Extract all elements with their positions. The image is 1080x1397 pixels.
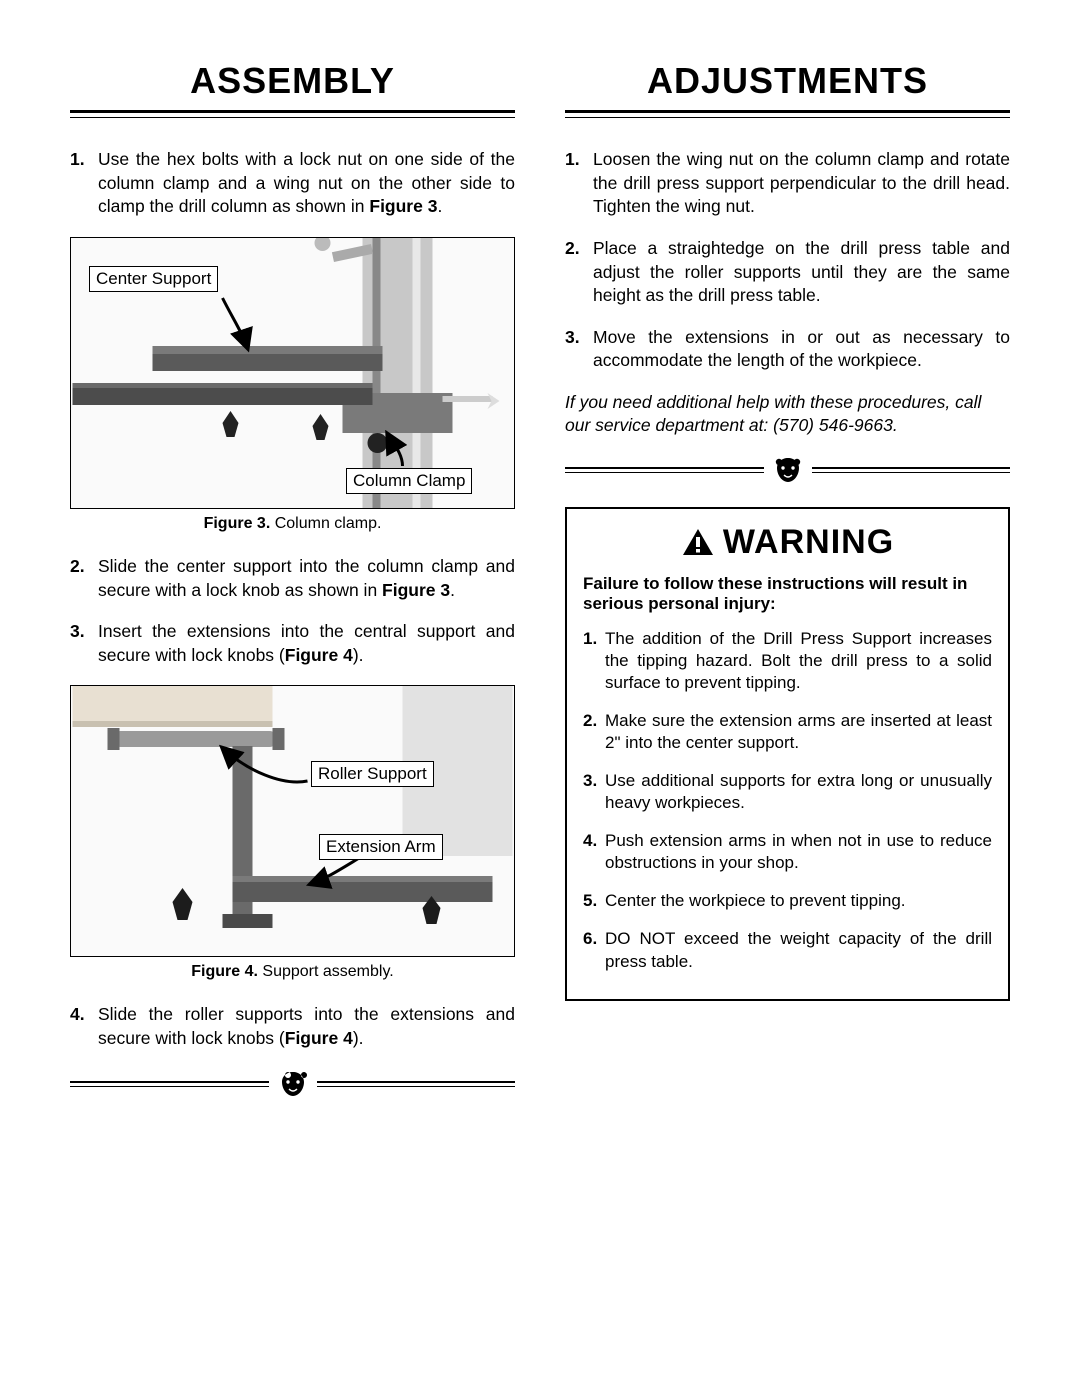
warning-item: 4.Push extension arms in when not in use…: [583, 830, 992, 874]
adjustments-steps: 1. Loosen the wing nut on the column cla…: [565, 148, 1010, 373]
step-number: 1.: [583, 628, 605, 694]
step-number: 4.: [583, 830, 605, 874]
figure-4-caption: Figure 4. Support assembly.: [70, 963, 515, 981]
adjustments-heading: ADJUSTMENTS: [565, 60, 1010, 102]
assembly-heading: ASSEMBLY: [70, 60, 515, 102]
warning-list: 1.The addition of the Drill Press Suppor…: [583, 628, 992, 973]
step-number: 3.: [583, 770, 605, 814]
step-number: 1.: [565, 148, 593, 219]
figcap-rest: Column clamp.: [270, 515, 381, 532]
step-number: 2.: [583, 710, 605, 754]
step-text: The addition of the Drill Press Support …: [605, 628, 992, 694]
help-note: If you need additional help with these p…: [565, 391, 1010, 437]
warning-box: WARNING Failure to follow these instruct…: [565, 507, 1010, 1001]
warning-lead: Failure to follow these instructions wil…: [583, 574, 992, 614]
step-number: 2.: [565, 237, 593, 308]
assembly-steps-3: 4. Slide the roller supports into the ex…: [70, 1003, 515, 1050]
figcap-bold: Figure 4.: [191, 963, 258, 980]
step-text: Use additional supports for extra long o…: [605, 770, 992, 814]
figcap-bold: Figure 3.: [204, 515, 271, 532]
step-text: Use the hex bolts with a lock nut on one…: [98, 148, 515, 219]
label-center-support: Center Support: [89, 266, 218, 292]
rule: [70, 110, 515, 118]
figure-4-svg: [71, 686, 514, 956]
step-text: Make sure the extension arms are inserte…: [605, 710, 992, 754]
step-number: 6.: [583, 928, 605, 972]
step-number: 5.: [583, 890, 605, 912]
step-item: 2. Place a straightedge on the drill pre…: [565, 237, 1010, 308]
warning-title: WARNING: [723, 523, 894, 562]
warning-item: 5.Center the workpiece to prevent tippin…: [583, 890, 992, 912]
warning-item: 2.Make sure the extension arms are inser…: [583, 710, 992, 754]
figure-4: Roller Support Extension Arm: [70, 685, 515, 957]
step-item: 2. Slide the center support into the col…: [70, 555, 515, 602]
bear-icon: [275, 1069, 311, 1099]
step-text: Slide the roller supports into the exten…: [98, 1003, 515, 1050]
step-number: 3.: [70, 620, 98, 667]
step-text: DO NOT exceed the weight capacity of the…: [605, 928, 992, 972]
rule: [565, 110, 1010, 118]
section-divider: [565, 455, 1010, 485]
figure-3-caption: Figure 3. Column clamp.: [70, 515, 515, 533]
step-text: Insert the extensions into the central s…: [98, 620, 515, 667]
warning-triangle-icon: [681, 527, 715, 557]
divider-line: [70, 1081, 269, 1087]
divider-line: [317, 1081, 516, 1087]
adjustments-column: ADJUSTMENTS 1. Loosen the wing nut on th…: [565, 60, 1010, 1121]
step-item: 3. Insert the extensions into the centra…: [70, 620, 515, 667]
step-item: 4. Slide the roller supports into the ex…: [70, 1003, 515, 1050]
step-number: 4.: [70, 1003, 98, 1050]
warning-item: 6.DO NOT exceed the weight capacity of t…: [583, 928, 992, 972]
step-text: Move the extensions in or out as necessa…: [593, 326, 1010, 373]
step-text: Place a straightedge on the drill press …: [593, 237, 1010, 308]
figcap-rest: Support assembly.: [258, 963, 394, 980]
assembly-steps-1: 1. Use the hex bolts with a lock nut on …: [70, 148, 515, 219]
step-number: 2.: [70, 555, 98, 602]
label-extension-arm: Extension Arm: [319, 834, 443, 860]
step-text: Push extension arms in when not in use t…: [605, 830, 992, 874]
warning-item: 1.The addition of the Drill Press Suppor…: [583, 628, 992, 694]
divider-line: [565, 467, 764, 473]
step-number: 3.: [565, 326, 593, 373]
warning-header: WARNING: [583, 523, 992, 562]
step-item: 3. Move the extensions in or out as nece…: [565, 326, 1010, 373]
figure-3: Center Support Column Clamp: [70, 237, 515, 509]
divider-line: [812, 467, 1011, 473]
step-text: Center the workpiece to prevent tipping.: [605, 890, 992, 912]
step-text: Slide the center support into the column…: [98, 555, 515, 602]
bear-icon: [770, 455, 806, 485]
section-divider: [70, 1069, 515, 1099]
step-text: Loosen the wing nut on the column clamp …: [593, 148, 1010, 219]
assembly-column: ASSEMBLY 1. Use the hex bolts with a loc…: [70, 60, 515, 1121]
assembly-steps-2: 2. Slide the center support into the col…: [70, 555, 515, 668]
warning-item: 3.Use additional supports for extra long…: [583, 770, 992, 814]
step-number: 1.: [70, 148, 98, 219]
label-roller-support: Roller Support: [311, 761, 434, 787]
step-item: 1. Use the hex bolts with a lock nut on …: [70, 148, 515, 219]
step-item: 1. Loosen the wing nut on the column cla…: [565, 148, 1010, 219]
label-column-clamp: Column Clamp: [346, 468, 472, 494]
